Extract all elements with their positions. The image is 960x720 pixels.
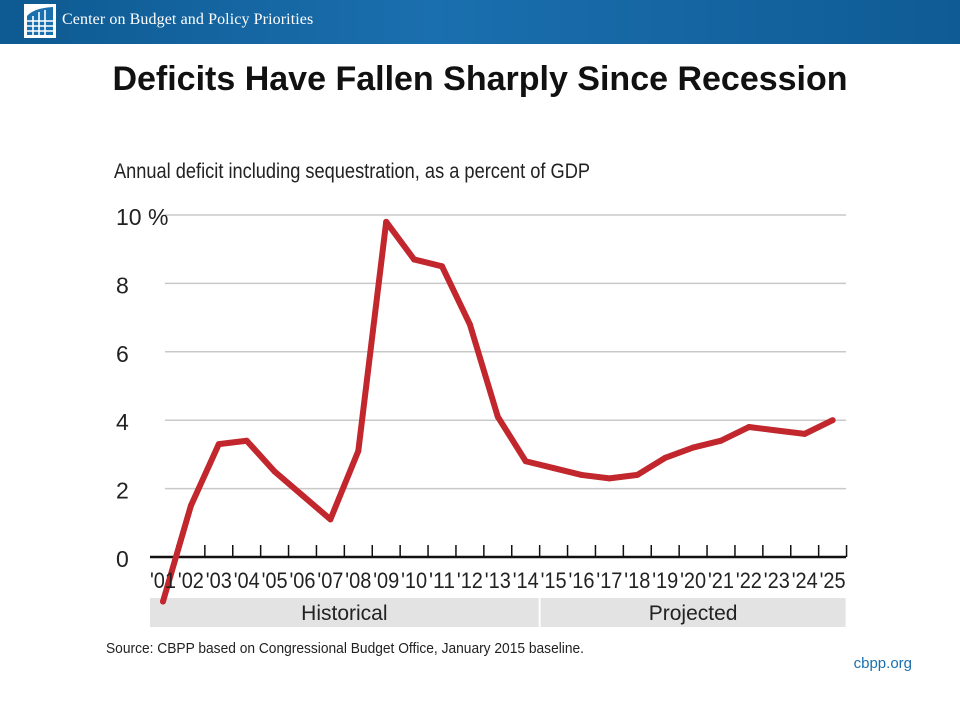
y-tick-label: 2 bbox=[116, 478, 129, 504]
x-tick-label: '19 bbox=[652, 568, 678, 593]
x-tick-label: '04 bbox=[234, 568, 260, 593]
x-tick-label: '25 bbox=[820, 568, 846, 593]
x-tick-label: '20 bbox=[680, 568, 706, 593]
cbpp-logo-icon bbox=[24, 4, 56, 38]
data-point bbox=[466, 321, 473, 328]
x-tick-label: '13 bbox=[485, 568, 511, 593]
data-point bbox=[606, 475, 613, 482]
x-tick-label: '15 bbox=[541, 568, 567, 593]
data-point bbox=[243, 437, 250, 444]
x-tick-label: '23 bbox=[764, 568, 790, 593]
data-point bbox=[550, 465, 557, 472]
org-name: Center on Budget and Policy Priorities bbox=[62, 11, 314, 28]
y-tick-label: 6 bbox=[116, 341, 129, 367]
x-tick-label: '24 bbox=[792, 568, 818, 593]
data-point bbox=[718, 437, 724, 444]
data-point bbox=[801, 430, 808, 437]
cbpp-link[interactable]: cbpp.org bbox=[853, 655, 912, 672]
x-tick-label: '11 bbox=[429, 568, 455, 593]
data-point bbox=[187, 502, 194, 509]
period-band bbox=[150, 598, 539, 627]
x-tick-label: '21 bbox=[708, 568, 734, 593]
header-banner: Center on Budget and Policy Priorities bbox=[0, 0, 960, 44]
data-point bbox=[215, 441, 222, 448]
period-label: Historical bbox=[301, 602, 387, 625]
data-point bbox=[690, 444, 697, 451]
x-tick-label: '22 bbox=[736, 568, 762, 593]
x-tick-label: '18 bbox=[624, 568, 650, 593]
x-tick-label: '09 bbox=[373, 568, 399, 593]
x-tick-label: '03 bbox=[206, 568, 232, 593]
data-point bbox=[578, 471, 585, 478]
x-tick-label: '10 bbox=[401, 568, 427, 593]
x-tick-label: '02 bbox=[178, 568, 204, 593]
period-label: Projected bbox=[649, 602, 738, 625]
x-tick-label: '01 bbox=[150, 568, 176, 593]
data-point bbox=[522, 458, 529, 465]
data-point bbox=[829, 417, 836, 424]
data-point bbox=[634, 471, 641, 478]
slide-title: Deficits Have Fallen Sharply Since Reces… bbox=[112, 60, 848, 98]
x-tick-label: '14 bbox=[513, 568, 539, 593]
y-tick-label: 8 bbox=[116, 272, 129, 298]
data-point bbox=[299, 492, 306, 499]
x-tick-label: '05 bbox=[262, 568, 288, 593]
deficit-series-line bbox=[160, 218, 836, 605]
data-point bbox=[327, 516, 334, 523]
y-tick-label: 0 bbox=[116, 546, 129, 572]
y-tick-label: 4 bbox=[116, 409, 129, 435]
period-band bbox=[540, 598, 846, 627]
data-point bbox=[662, 454, 669, 461]
data-point bbox=[355, 447, 362, 454]
data-point bbox=[383, 218, 390, 225]
data-point bbox=[494, 413, 501, 420]
y-tick-label: 10 % bbox=[116, 204, 168, 230]
x-tick-label: '16 bbox=[569, 568, 595, 593]
data-point bbox=[439, 263, 445, 270]
x-tick-label: '17 bbox=[596, 568, 622, 593]
chart-title: Annual deficit including sequestration, … bbox=[114, 160, 590, 183]
x-tick-label: '06 bbox=[290, 568, 316, 593]
data-point bbox=[745, 424, 752, 431]
source-note: Source: CBPP based on Congressional Budg… bbox=[106, 640, 584, 657]
x-tick-label: '07 bbox=[317, 568, 343, 593]
data-point bbox=[411, 256, 418, 263]
x-tick-label: '12 bbox=[457, 568, 483, 593]
data-point bbox=[160, 598, 166, 605]
data-point bbox=[773, 427, 780, 434]
x-tick-label: '08 bbox=[345, 568, 371, 593]
data-point bbox=[271, 468, 278, 475]
